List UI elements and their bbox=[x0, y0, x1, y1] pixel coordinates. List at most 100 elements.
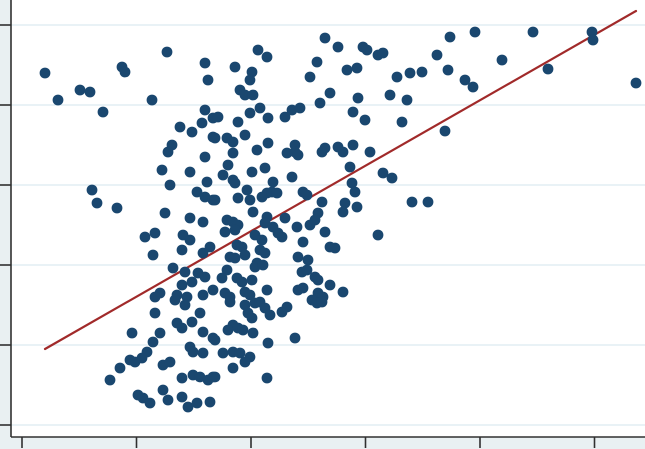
data-point bbox=[316, 146, 328, 158]
data-point bbox=[467, 81, 479, 93]
data-point bbox=[459, 74, 471, 86]
data-point bbox=[294, 102, 306, 114]
data-point bbox=[184, 166, 196, 178]
data-point bbox=[184, 212, 196, 224]
data-point bbox=[236, 276, 248, 288]
data-point bbox=[187, 346, 199, 358]
data-point bbox=[247, 327, 259, 339]
data-point bbox=[246, 166, 258, 178]
data-point bbox=[302, 254, 314, 266]
data-point bbox=[119, 66, 131, 78]
data-point bbox=[176, 372, 188, 384]
data-point bbox=[359, 114, 371, 126]
data-point bbox=[229, 177, 241, 189]
data-point bbox=[186, 126, 198, 138]
data-point bbox=[337, 146, 349, 158]
trend-line bbox=[43, 9, 638, 351]
data-point bbox=[239, 89, 251, 101]
data-point bbox=[311, 56, 323, 68]
data-point bbox=[222, 159, 234, 171]
data-point bbox=[259, 162, 271, 174]
data-point bbox=[316, 296, 328, 308]
data-point bbox=[174, 121, 186, 133]
data-point bbox=[406, 196, 418, 208]
data-point bbox=[244, 107, 256, 119]
data-point bbox=[176, 391, 188, 403]
data-point bbox=[232, 192, 244, 204]
data-point bbox=[184, 234, 196, 246]
data-point bbox=[324, 279, 336, 291]
data-point bbox=[209, 194, 221, 206]
data-point bbox=[254, 102, 266, 114]
data-point bbox=[279, 111, 291, 123]
data-point bbox=[229, 224, 241, 236]
data-point bbox=[267, 176, 279, 188]
data-point bbox=[207, 332, 219, 344]
data-point bbox=[196, 117, 208, 129]
data-point bbox=[237, 324, 249, 336]
data-point bbox=[216, 272, 228, 284]
data-point bbox=[191, 397, 203, 409]
data-point bbox=[197, 216, 209, 228]
data-point bbox=[259, 247, 271, 259]
data-point bbox=[337, 206, 349, 218]
data-point bbox=[341, 64, 353, 76]
data-point bbox=[314, 97, 326, 109]
data-point bbox=[201, 176, 213, 188]
data-point bbox=[217, 169, 229, 181]
data-point bbox=[252, 44, 264, 56]
data-point bbox=[261, 372, 273, 384]
data-point bbox=[469, 26, 481, 38]
data-point bbox=[246, 312, 258, 324]
data-point bbox=[139, 231, 151, 243]
data-point bbox=[297, 236, 309, 248]
data-point bbox=[147, 336, 159, 348]
data-point bbox=[257, 259, 269, 271]
data-point bbox=[199, 151, 211, 163]
data-point bbox=[241, 184, 253, 196]
data-point bbox=[204, 241, 216, 253]
data-point bbox=[204, 396, 216, 408]
data-point bbox=[176, 279, 188, 291]
data-point bbox=[372, 229, 384, 241]
data-point bbox=[156, 164, 168, 176]
data-point bbox=[444, 31, 456, 43]
data-point bbox=[207, 371, 219, 383]
data-point bbox=[162, 394, 174, 406]
data-point bbox=[377, 47, 389, 59]
data-point bbox=[281, 301, 293, 313]
data-point bbox=[309, 214, 321, 226]
data-point bbox=[167, 262, 179, 274]
data-point bbox=[286, 171, 298, 183]
data-point bbox=[217, 347, 229, 359]
data-point bbox=[186, 276, 198, 288]
data-point bbox=[239, 249, 251, 261]
data-point bbox=[149, 227, 161, 239]
data-point bbox=[247, 89, 259, 101]
data-point bbox=[224, 296, 236, 308]
data-point bbox=[319, 32, 331, 44]
data-point bbox=[401, 94, 413, 106]
data-point bbox=[157, 384, 169, 396]
data-point bbox=[197, 289, 209, 301]
data-point bbox=[97, 106, 109, 118]
data-point bbox=[279, 212, 291, 224]
data-point bbox=[289, 332, 301, 344]
data-point bbox=[176, 244, 188, 256]
data-point bbox=[301, 189, 313, 201]
data-point bbox=[227, 147, 239, 159]
data-point bbox=[377, 167, 389, 179]
data-point bbox=[179, 266, 191, 278]
data-point bbox=[361, 44, 373, 56]
data-point bbox=[431, 49, 443, 61]
data-point bbox=[261, 51, 273, 63]
data-point bbox=[261, 284, 273, 296]
data-point bbox=[126, 327, 138, 339]
data-point bbox=[339, 197, 351, 209]
data-point bbox=[439, 125, 451, 137]
data-point bbox=[247, 206, 259, 218]
data-point bbox=[244, 194, 256, 206]
data-point bbox=[39, 67, 51, 79]
data-point bbox=[251, 144, 263, 156]
data-point bbox=[297, 282, 309, 294]
